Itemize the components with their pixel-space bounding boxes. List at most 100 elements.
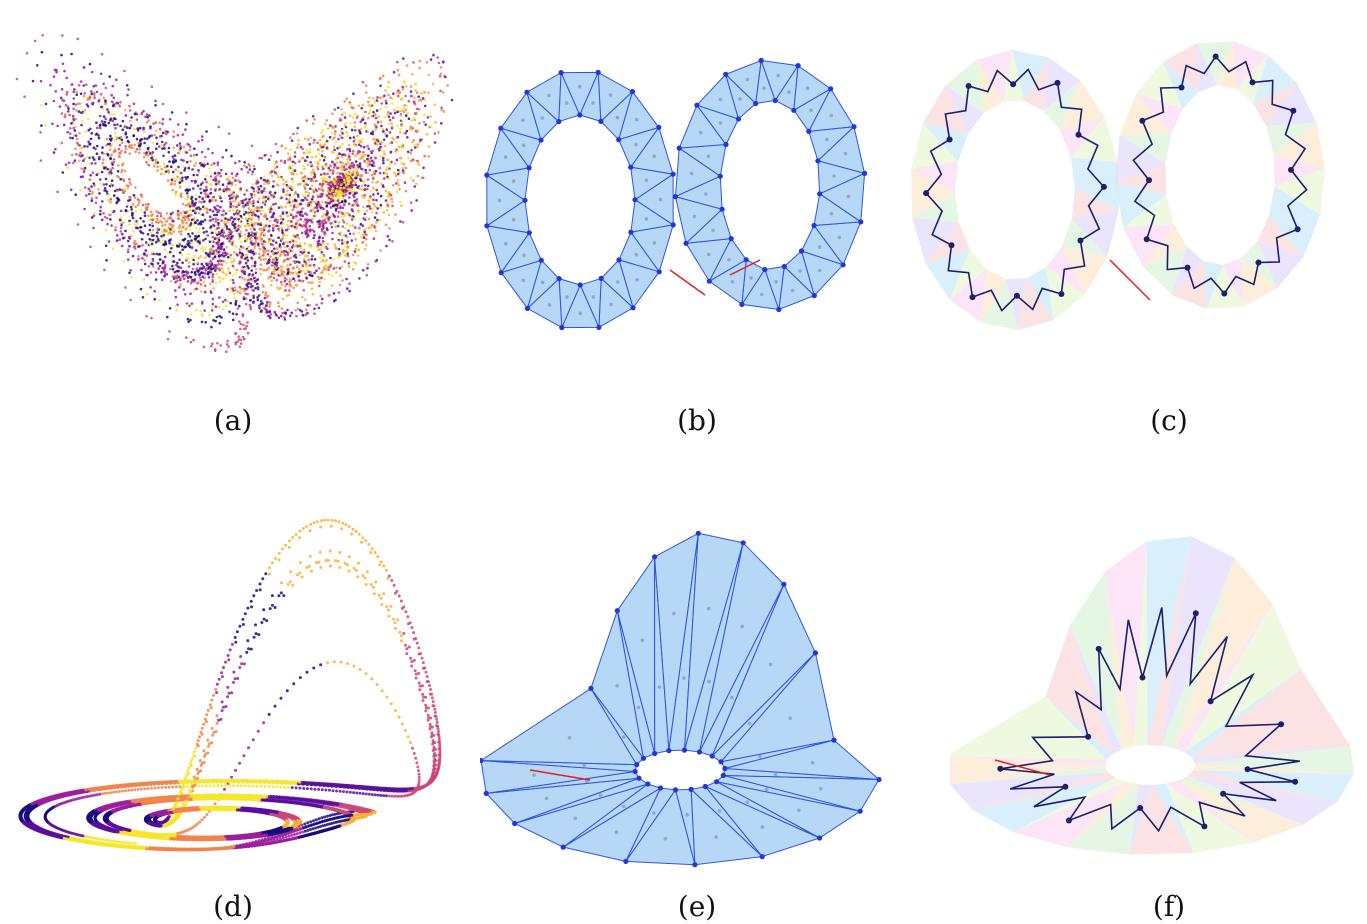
mesh-vertex <box>776 306 782 313</box>
scatter-point <box>401 143 404 146</box>
scatter-point <box>232 266 236 270</box>
scatter-point <box>262 258 266 261</box>
scatter-point <box>91 156 95 159</box>
scatter-point <box>76 223 80 226</box>
scatter-point <box>387 122 391 126</box>
scatter-point <box>438 75 442 78</box>
scatter-point <box>92 226 95 230</box>
scatter-point <box>290 246 294 249</box>
scatter-point <box>305 190 309 193</box>
scatter-point <box>382 159 385 162</box>
scatter-point <box>256 200 260 204</box>
scatter-point <box>297 237 301 240</box>
scatter-point <box>287 225 290 228</box>
scatter-point <box>405 129 409 133</box>
scatter-point <box>423 113 426 117</box>
scatter-point <box>98 192 101 195</box>
scatter-point <box>243 287 246 291</box>
scatter-point <box>382 149 386 153</box>
scatter-point <box>366 266 369 270</box>
scatter-point <box>104 102 107 105</box>
scatter-point <box>367 116 370 120</box>
scatter-point <box>387 794 391 798</box>
mesh-vertex <box>840 262 846 268</box>
scatter-point <box>297 183 300 186</box>
scatter-point <box>155 240 158 244</box>
scatter-point <box>190 302 194 305</box>
scatter-point <box>303 248 306 251</box>
scatter-point <box>114 228 117 232</box>
scatter-point <box>359 128 363 131</box>
scatter-point <box>169 250 172 254</box>
scatter-point <box>192 155 196 158</box>
scatter-point <box>181 248 184 252</box>
scatter-point <box>244 302 248 306</box>
scatter-point <box>398 91 401 95</box>
scatter-point <box>333 215 337 218</box>
scatter-point <box>145 314 148 318</box>
scatter-point <box>325 204 329 207</box>
scatter-point <box>329 256 332 260</box>
scatter-point <box>347 255 350 258</box>
scatter-point <box>354 129 357 132</box>
scatter-point <box>391 239 394 243</box>
scatter-point <box>273 163 277 166</box>
scatter-point <box>180 192 183 195</box>
scatter-point <box>222 277 226 280</box>
scatter-point <box>384 199 388 202</box>
scatter-point <box>145 208 149 212</box>
scatter-point <box>234 161 237 165</box>
scatter-point <box>79 80 83 83</box>
scatter-point <box>341 242 344 245</box>
scatter-point <box>353 143 356 146</box>
scatter-point <box>262 248 265 252</box>
scatter-point <box>341 167 344 171</box>
scatter-point <box>225 188 228 191</box>
scatter-point <box>280 307 284 310</box>
scatter-point <box>343 240 347 244</box>
scatter-point <box>226 252 229 255</box>
scatter-point <box>139 231 143 234</box>
scatter-point <box>344 121 347 125</box>
scatter-point <box>260 205 263 209</box>
scatter-point <box>334 140 338 144</box>
scatter-point <box>105 838 109 842</box>
scatter-point <box>243 327 246 331</box>
mesh-triangle <box>1268 186 1321 217</box>
scatter-point <box>347 262 351 265</box>
scatter-point <box>285 211 289 214</box>
scatter-point <box>115 78 118 81</box>
scatter-point <box>424 123 428 126</box>
scatter-point <box>137 141 140 145</box>
scatter-point <box>101 200 104 203</box>
scatter-point <box>65 76 68 80</box>
scatter-point <box>374 156 377 159</box>
scatter-point <box>104 117 107 121</box>
scatter-point <box>288 289 291 292</box>
scatter-point <box>123 187 126 190</box>
scatter-point <box>336 154 339 157</box>
scatter-point <box>118 143 122 147</box>
scatter-point <box>209 290 213 293</box>
scatter-point <box>95 132 99 136</box>
scatter-point <box>246 321 249 324</box>
scatter-point <box>120 141 124 144</box>
scatter-point <box>252 294 255 298</box>
mesh-triangle <box>1196 43 1218 92</box>
scatter-point <box>404 114 408 117</box>
scatter-point <box>222 209 225 213</box>
scatter-point <box>252 223 256 227</box>
scatter-point <box>364 168 368 172</box>
scatter-point <box>107 110 110 114</box>
scatter-point <box>267 249 270 253</box>
scatter-point <box>331 212 335 216</box>
scatter-point <box>307 259 310 262</box>
scatter-point <box>388 227 391 230</box>
scatter-point <box>208 219 212 222</box>
scatter-point <box>247 250 251 253</box>
mesh-triangle <box>1241 258 1277 307</box>
scatter-point <box>230 154 233 158</box>
scatter-point <box>273 310 277 314</box>
scatter-point <box>348 790 352 794</box>
scatter-point <box>186 216 190 220</box>
